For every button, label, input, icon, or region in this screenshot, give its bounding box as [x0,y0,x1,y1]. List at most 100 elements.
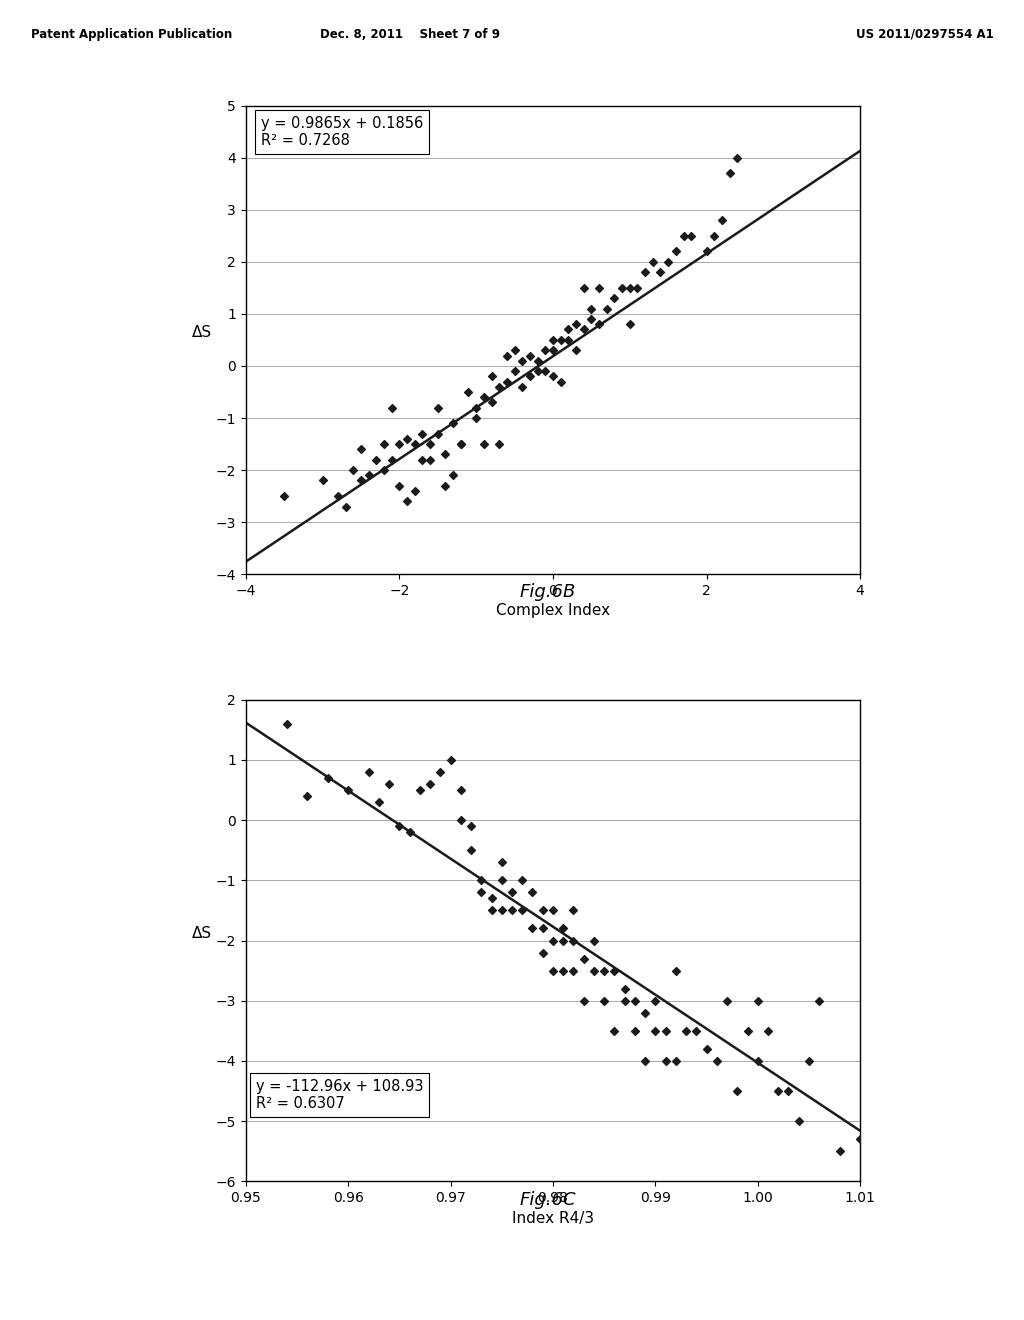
Point [622,277,638,298]
Point [524,917,541,939]
Point [483,900,500,921]
Point [276,486,293,507]
Point [729,147,745,168]
Point [483,888,500,909]
Point [442,750,459,771]
Point [422,449,438,470]
Point [560,330,577,351]
Point [473,882,489,903]
Point [314,470,331,491]
Point [352,438,370,459]
Point [514,870,530,891]
Point [492,376,508,397]
Point [535,942,551,964]
Point [414,449,431,470]
Point [545,929,561,950]
Point [637,1051,653,1072]
Point [468,408,484,429]
Point [565,960,582,981]
Point [714,210,730,231]
Point [567,314,584,335]
Point [584,309,600,330]
Point [483,366,500,387]
Point [330,486,346,507]
X-axis label: Index R4/3: Index R4/3 [512,1210,594,1226]
Point [616,990,633,1011]
Point [750,990,766,1011]
Point [463,816,479,837]
Text: y = -112.96x + 108.93
R² = 0.6307: y = -112.96x + 108.93 R² = 0.6307 [256,1078,424,1111]
Point [647,1020,664,1041]
Point [627,1020,643,1041]
Point [360,762,377,783]
Point [565,900,582,921]
Point [545,330,561,351]
Point [616,978,633,999]
Point [586,929,602,950]
Point [352,470,370,491]
Point [514,350,530,371]
Text: Fig.6C: Fig.6C [519,1191,577,1209]
Point [629,277,646,298]
Y-axis label: ΔS: ΔS [191,925,212,940]
Point [637,1002,653,1023]
Point [524,882,541,903]
Point [494,900,510,921]
Point [507,339,523,360]
Point [422,433,438,454]
Point [553,371,569,392]
Point [637,261,653,282]
Point [707,226,723,247]
Point [453,433,469,454]
Point [407,433,423,454]
Text: US 2011/0297554 A1: US 2011/0297554 A1 [855,28,993,41]
Point [432,762,449,783]
Point [760,1020,776,1041]
Point [801,1051,817,1072]
Point [555,917,571,939]
Point [483,392,500,413]
Point [614,277,631,298]
Point [627,990,643,1011]
Point [461,381,477,403]
Point [360,465,377,486]
Point [598,298,614,319]
Point [565,929,582,950]
Point [647,990,664,1011]
Point [453,433,469,454]
Point [529,350,546,371]
Point [399,428,416,449]
Point [575,319,592,341]
Point [657,1051,674,1072]
Point [538,339,554,360]
Point [376,459,392,480]
Point [504,900,520,921]
Point [463,840,479,861]
Point [683,226,699,247]
Point [668,1051,684,1072]
X-axis label: Complex Index: Complex Index [496,603,610,619]
Point [586,960,602,981]
Point [660,251,677,272]
Point [811,990,827,1011]
Point [652,261,669,282]
Point [453,809,469,830]
Point [719,990,735,1011]
Point [371,792,387,813]
Point [453,779,469,800]
Point [401,821,418,842]
Y-axis label: ΔS: ΔS [191,325,212,341]
Point [444,465,461,486]
Point [698,240,715,261]
Point [522,345,539,366]
Point [545,900,561,921]
Point [499,345,515,366]
Point [430,422,446,444]
Point [575,990,592,1011]
Point [538,360,554,381]
Point [444,413,461,434]
Point [678,1020,694,1041]
Point [399,491,416,512]
Point [507,360,523,381]
Point [340,779,356,800]
